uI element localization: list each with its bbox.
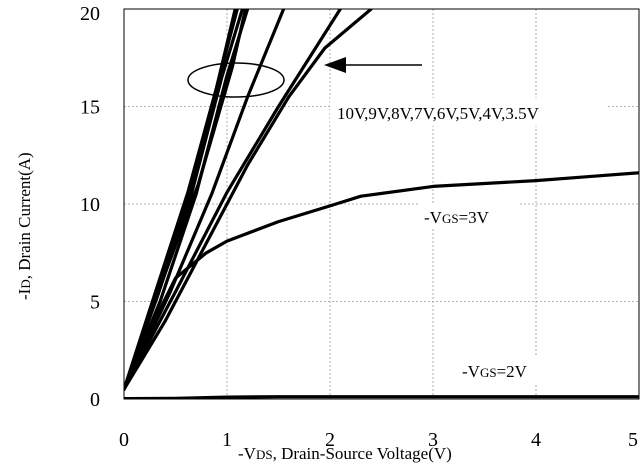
y-axis-title: -ID, Drain Current(A) [15,152,34,300]
arrow-label: 10V,9V,8V,7V,6V,5V,4V,3.5V [337,104,540,123]
vgs2-label: -VGS=2V [462,362,528,381]
plot-frame [123,8,640,400]
series-line-3.5V-10V [124,9,286,391]
y-tick-label: 15 [80,97,100,119]
x-tick-label: 5 [628,429,638,451]
x-axis-title: -VDS, Drain-Source Voltage(V) [238,444,452,463]
arrow-head [324,57,346,73]
x-tick-label: 2 [325,429,335,451]
vgs3-label-bg [418,203,518,229]
series-line-2V [124,395,639,399]
vgs2-label-bg [458,357,553,383]
arrow-label-bg [330,98,608,126]
group-ellipse [187,62,285,98]
y-tick-label: 0 [90,389,100,411]
x-tick-label: 3 [428,429,438,451]
x-tick-label: 1 [222,429,232,451]
series-line-3.5V-10V [124,9,237,391]
x-tick-label: 4 [531,429,541,451]
tick-labels: 0 1 2 3 4 5 0 5 10 15 20 [80,3,638,451]
curves [124,9,639,399]
series-line-3.5V-10V [124,9,342,391]
x-tick-label: 0 [119,429,129,451]
annotations: 10V,9V,8V,7V,6V,5V,4V,3.5V -VGS=3V -VGS=… [187,57,608,383]
vgs3-label: -VGS=3V [424,208,490,227]
series-line-3.5V-10V [124,9,373,391]
y-tick-label: 5 [90,292,100,314]
series-line-3V [124,171,639,391]
y-tick-label: 20 [80,3,100,25]
y-tick-label: 10 [80,194,100,216]
series-line-3.5V-10V [124,9,248,391]
